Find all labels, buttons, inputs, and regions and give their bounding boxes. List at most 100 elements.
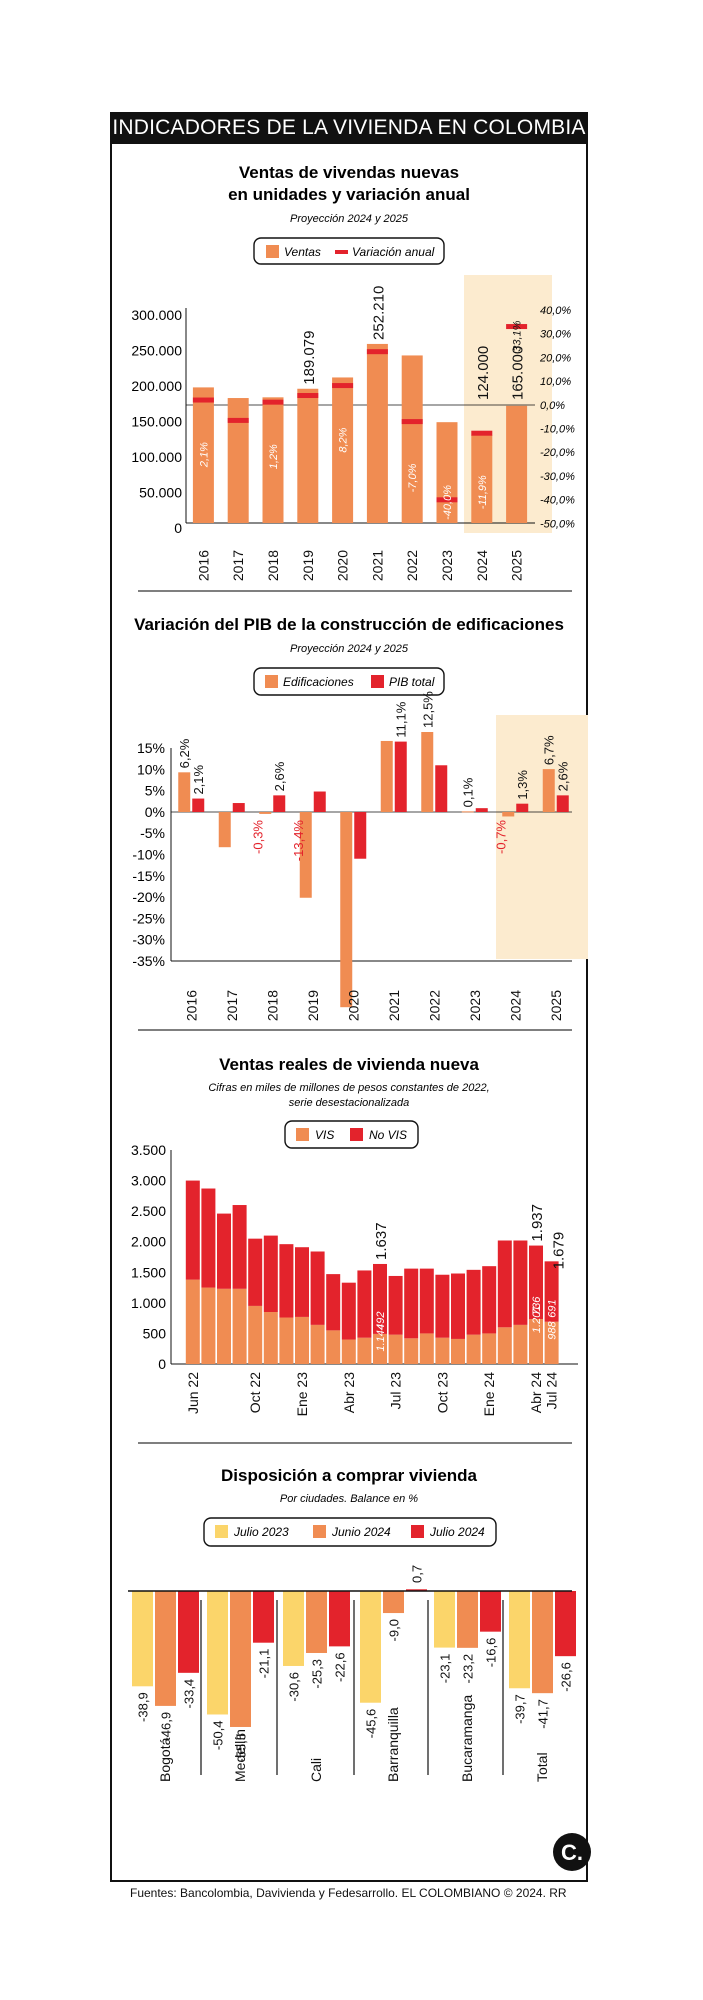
chart4-bar-jul23-3	[360, 1591, 381, 1703]
chart3-bar-novis	[388, 1275, 403, 1335]
chart3-x-tick: Abr 23	[341, 1372, 357, 1413]
chart2-value-label: 2,1%	[191, 764, 206, 794]
chart4-value-label: -25,3	[310, 1659, 325, 1689]
chart1-y-tick: 100.000	[131, 449, 182, 465]
chart2-y-tick: -30%	[132, 932, 165, 948]
chart2-bar-pib-2020	[354, 812, 367, 859]
chart1-x-tick: 2016	[195, 550, 211, 581]
chart3-x-tick: Abr 24	[528, 1372, 544, 1413]
chart1-value-label: 189.079	[301, 331, 318, 385]
chart3-bar-novis	[263, 1235, 278, 1313]
chart1-value-label: 165.000	[510, 346, 527, 400]
chart2-value-label: 0,1%	[461, 777, 476, 807]
chart3-bar-novis	[357, 1270, 372, 1338]
chart3-bar-vis	[248, 1305, 263, 1364]
chart2-value-label: -0,3%	[250, 820, 265, 854]
chart4-bar-jun24-2	[306, 1591, 327, 1653]
chart3-bar-vis	[435, 1337, 450, 1364]
chart1-y2-tick: 30,0%	[540, 329, 571, 341]
chart2-value-label: -0,7%	[493, 820, 508, 854]
chart1-marker-variacion-2023	[436, 497, 458, 503]
chart3-legend-swatch-vis	[296, 1128, 309, 1141]
chart3-x-tick: Oct 23	[434, 1372, 450, 1413]
chart3-bar-novis	[513, 1240, 528, 1325]
chart2-y-tick: -35%	[132, 953, 165, 969]
chart1-y-tick: 50.000	[139, 485, 182, 501]
chart1-bar-ventas-2019	[297, 388, 319, 523]
chart4-bar-jun24-0	[155, 1591, 176, 1706]
chart4-bar-jun24-5	[532, 1591, 553, 1694]
chart3-bar-vis	[404, 1338, 419, 1364]
chart3-subtitle-line1: Cifras en miles de millones de pesos con…	[208, 1082, 489, 1094]
chart2-bar-edificaciones-2018	[259, 812, 272, 814]
chart2-bar-pib-2023	[475, 808, 488, 812]
chart3-bar-novis	[341, 1282, 356, 1340]
chart4-legend-jul24: Julio 2024	[429, 1525, 485, 1539]
chart1-marker-variacion-2024	[471, 430, 493, 436]
chart4-value-label: -21,1	[257, 1649, 272, 1679]
chart3-bar-vis	[185, 1279, 200, 1364]
chart2-bar-pib-2016	[192, 798, 205, 812]
chart3-bar-novis	[482, 1266, 497, 1334]
chart3-legend-swatch-novis	[350, 1128, 363, 1141]
chart1-y-tick: 250.000	[131, 343, 182, 359]
chart4-value-label: -45,6	[364, 1709, 379, 1739]
chart4-value-label: -39,7	[513, 1694, 528, 1724]
chart4-city-label: Total	[534, 1752, 550, 1782]
chart2-y-tick: -5%	[140, 825, 165, 841]
chart2-x-tick: 2024	[507, 990, 523, 1021]
chart2-value-label: 6,7%	[542, 735, 557, 765]
chart3-bar-novis	[232, 1205, 247, 1289]
chart3-vis-label: 492	[375, 1312, 387, 1330]
chart4-value-label: -26,6	[559, 1662, 574, 1692]
chart1-bar-ventas-2018	[262, 397, 284, 523]
chart1-x-tick: 2020	[335, 550, 351, 581]
chart2-x-tick: 2016	[183, 990, 199, 1021]
chart4-value-label: -23,1	[438, 1654, 453, 1684]
chart3-bar-vis	[497, 1327, 512, 1364]
banner-title: INDICADORES DE LA VIVIENDA EN COLOMBIA	[110, 112, 588, 144]
chart1-marker-variacion-2022	[401, 419, 423, 425]
chart3-vis-label: 736	[531, 1296, 543, 1315]
chart2-y-tick: -25%	[132, 910, 165, 926]
chart3-novis-label: 1.201	[531, 1306, 543, 1334]
chart3-x-tick: Jul 23	[388, 1372, 404, 1410]
chart3-total-label: 1.637	[373, 1222, 390, 1260]
chart4-legend-swatch-jun24	[313, 1525, 326, 1538]
chart4-value-label: -33,4	[182, 1679, 197, 1709]
chart3-vis-label: 691	[547, 1299, 559, 1317]
chart2-bar-pib-2025	[556, 795, 569, 812]
chart4-city-label: Cali	[308, 1758, 324, 1782]
chart3-bar-vis	[388, 1334, 403, 1364]
chart2-value-label: -13,4%	[291, 820, 306, 862]
chart3-bar-vis	[326, 1330, 341, 1364]
chart2-x-tick: 2025	[548, 990, 564, 1021]
chart4-city-label: Bucaramanga	[459, 1695, 475, 1782]
chart1-bar-ventas-2021	[366, 343, 388, 523]
chart4-value-label: -55,5	[234, 1733, 249, 1763]
el-colombiano-logo: C.	[553, 1833, 591, 1871]
chart3-bar-vis	[279, 1317, 294, 1364]
chart1-var-label: -40,0%	[442, 485, 454, 520]
chart3-legend-novis: No VIS	[369, 1128, 407, 1142]
chart1-y2-tick: -20,0%	[540, 447, 575, 459]
chart1-var-label: -11,9%	[477, 475, 489, 509]
chart1-legend-swatch-ventas	[266, 245, 279, 258]
chart1-marker-variacion-2017	[227, 417, 249, 423]
chart4-bar-jul24-3	[406, 1589, 427, 1591]
chart1-var-label: 2,1%	[198, 442, 210, 468]
chart2-y-tick: -15%	[132, 868, 165, 884]
chart1-x-tick: 2017	[230, 550, 246, 581]
chart4-city-label: Medellín	[232, 1729, 248, 1782]
chart2-value-label: 6,2%	[177, 738, 192, 768]
chart4-bar-jul24-2	[329, 1591, 350, 1647]
chart1-y2-tick: 10,0%	[540, 376, 571, 388]
chart3-y-tick: 0	[158, 1356, 166, 1372]
chart3-bar-vis	[482, 1333, 497, 1364]
chart3-bar-novis	[497, 1240, 512, 1328]
chart3-bar-vis	[451, 1338, 465, 1364]
chart3-x-tick: Jul 24	[544, 1372, 560, 1410]
chart2-x-tick: 2019	[305, 990, 321, 1021]
chart2-bar-edificaciones-2021	[380, 740, 393, 812]
chart2-bar-edificaciones-2019	[299, 812, 312, 898]
